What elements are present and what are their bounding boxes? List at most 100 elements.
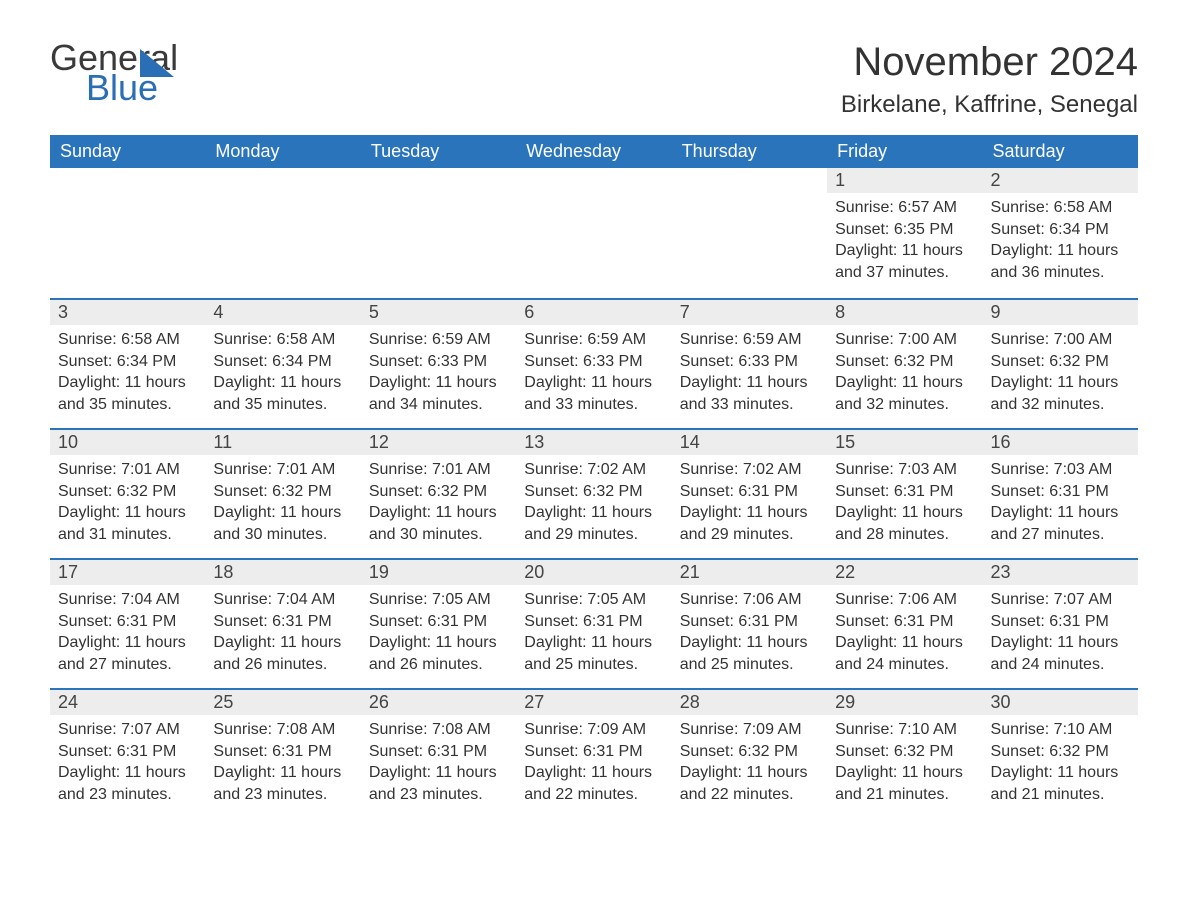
sunset-text: Sunset: 6:31 PM — [991, 481, 1130, 503]
daylight-text: Daylight: 11 hours and 25 minutes. — [524, 632, 663, 675]
sunrise-text: Sunrise: 7:01 AM — [58, 459, 197, 481]
daylight-text: Daylight: 11 hours and 31 minutes. — [58, 502, 197, 545]
sunrise-text: Sunrise: 7:00 AM — [835, 329, 974, 351]
day-number: 9 — [983, 298, 1138, 325]
day-number: 4 — [205, 298, 360, 325]
day-details: Sunrise: 6:58 AMSunset: 6:34 PMDaylight:… — [205, 325, 360, 423]
day-details: Sunrise: 7:02 AMSunset: 6:32 PMDaylight:… — [516, 455, 671, 553]
daylight-text: Daylight: 11 hours and 32 minutes. — [835, 372, 974, 415]
sunrise-text: Sunrise: 7:10 AM — [835, 719, 974, 741]
sunrise-text: Sunrise: 7:03 AM — [991, 459, 1130, 481]
sunset-text: Sunset: 6:31 PM — [213, 741, 352, 763]
calendar-week-row: 17Sunrise: 7:04 AMSunset: 6:31 PMDayligh… — [50, 558, 1138, 688]
sunset-text: Sunset: 6:31 PM — [213, 611, 352, 633]
logo: General Blue — [50, 40, 174, 106]
day-number: 24 — [50, 688, 205, 715]
sunrise-text: Sunrise: 7:06 AM — [680, 589, 819, 611]
daylight-text: Daylight: 11 hours and 26 minutes. — [213, 632, 352, 675]
day-number: 5 — [361, 298, 516, 325]
day-number: 17 — [50, 558, 205, 585]
day-details: Sunrise: 6:58 AMSunset: 6:34 PMDaylight:… — [983, 193, 1138, 291]
sunrise-text: Sunrise: 7:10 AM — [991, 719, 1130, 741]
day-details: Sunrise: 7:00 AMSunset: 6:32 PMDaylight:… — [827, 325, 982, 423]
calendar-day-cell: 4Sunrise: 6:58 AMSunset: 6:34 PMDaylight… — [205, 298, 360, 428]
day-number: 23 — [983, 558, 1138, 585]
sunset-text: Sunset: 6:35 PM — [835, 219, 974, 241]
location-subtitle: Birkelane, Kaffrine, Senegal — [841, 91, 1138, 119]
day-details: Sunrise: 7:02 AMSunset: 6:31 PMDaylight:… — [672, 455, 827, 553]
sunset-text: Sunset: 6:32 PM — [835, 741, 974, 763]
calendar-day-cell: 8Sunrise: 7:00 AMSunset: 6:32 PMDaylight… — [827, 298, 982, 428]
day-number: 30 — [983, 688, 1138, 715]
sunset-text: Sunset: 6:31 PM — [369, 611, 508, 633]
daylight-text: Daylight: 11 hours and 23 minutes. — [58, 762, 197, 805]
day-number: 1 — [827, 168, 982, 193]
sunrise-text: Sunrise: 7:06 AM — [835, 589, 974, 611]
sunrise-text: Sunrise: 6:59 AM — [680, 329, 819, 351]
day-number: 3 — [50, 298, 205, 325]
sunset-text: Sunset: 6:32 PM — [58, 481, 197, 503]
calendar-day-cell: 7Sunrise: 6:59 AMSunset: 6:33 PMDaylight… — [672, 298, 827, 428]
daylight-text: Daylight: 11 hours and 30 minutes. — [213, 502, 352, 545]
day-details: Sunrise: 7:00 AMSunset: 6:32 PMDaylight:… — [983, 325, 1138, 423]
day-details: Sunrise: 7:08 AMSunset: 6:31 PMDaylight:… — [205, 715, 360, 813]
calendar-day-cell: .. — [672, 168, 827, 298]
sunset-text: Sunset: 6:32 PM — [991, 351, 1130, 373]
calendar-day-cell: 6Sunrise: 6:59 AMSunset: 6:33 PMDaylight… — [516, 298, 671, 428]
calendar-day-cell: 14Sunrise: 7:02 AMSunset: 6:31 PMDayligh… — [672, 428, 827, 558]
day-number: 11 — [205, 428, 360, 455]
sunset-text: Sunset: 6:31 PM — [58, 611, 197, 633]
sunset-text: Sunset: 6:34 PM — [213, 351, 352, 373]
calendar-day-cell: .. — [361, 168, 516, 298]
calendar-day-cell: 20Sunrise: 7:05 AMSunset: 6:31 PMDayligh… — [516, 558, 671, 688]
daylight-text: Daylight: 11 hours and 21 minutes. — [835, 762, 974, 805]
day-details: Sunrise: 7:04 AMSunset: 6:31 PMDaylight:… — [205, 585, 360, 683]
sunset-text: Sunset: 6:31 PM — [835, 611, 974, 633]
daylight-text: Daylight: 11 hours and 23 minutes. — [369, 762, 508, 805]
day-details: Sunrise: 7:10 AMSunset: 6:32 PMDaylight:… — [983, 715, 1138, 813]
sunset-text: Sunset: 6:31 PM — [680, 481, 819, 503]
daylight-text: Daylight: 11 hours and 21 minutes. — [991, 762, 1130, 805]
calendar-day-cell: 17Sunrise: 7:04 AMSunset: 6:31 PMDayligh… — [50, 558, 205, 688]
day-details: Sunrise: 6:57 AMSunset: 6:35 PMDaylight:… — [827, 193, 982, 291]
calendar-day-cell: 30Sunrise: 7:10 AMSunset: 6:32 PMDayligh… — [983, 688, 1138, 818]
sunset-text: Sunset: 6:31 PM — [991, 611, 1130, 633]
calendar-day-cell: 27Sunrise: 7:09 AMSunset: 6:31 PMDayligh… — [516, 688, 671, 818]
sunrise-text: Sunrise: 7:08 AM — [369, 719, 508, 741]
day-number: 29 — [827, 688, 982, 715]
day-number: 8 — [827, 298, 982, 325]
calendar-week-row: 10Sunrise: 7:01 AMSunset: 6:32 PMDayligh… — [50, 428, 1138, 558]
daylight-text: Daylight: 11 hours and 25 minutes. — [680, 632, 819, 675]
day-details: Sunrise: 7:05 AMSunset: 6:31 PMDaylight:… — [361, 585, 516, 683]
sunrise-text: Sunrise: 7:02 AM — [524, 459, 663, 481]
daylight-text: Daylight: 11 hours and 27 minutes. — [58, 632, 197, 675]
sunset-text: Sunset: 6:33 PM — [680, 351, 819, 373]
weekday-header: Saturday — [983, 135, 1138, 168]
month-title: November 2024 — [841, 40, 1138, 85]
calendar-day-cell: 10Sunrise: 7:01 AMSunset: 6:32 PMDayligh… — [50, 428, 205, 558]
day-number: 18 — [205, 558, 360, 585]
calendar-day-cell: 11Sunrise: 7:01 AMSunset: 6:32 PMDayligh… — [205, 428, 360, 558]
calendar-day-cell: 16Sunrise: 7:03 AMSunset: 6:31 PMDayligh… — [983, 428, 1138, 558]
day-number: 22 — [827, 558, 982, 585]
day-details: Sunrise: 7:03 AMSunset: 6:31 PMDaylight:… — [827, 455, 982, 553]
calendar-day-cell: 29 Sunrise: 7:10 AMSunset: 6:32 PMDayligh… — [827, 688, 982, 818]
calendar-table: Sunday Monday Tuesday Wednesday Thursday… — [50, 135, 1138, 818]
sunrise-text: Sunrise: 7:01 AM — [213, 459, 352, 481]
calendar-day-cell: .. — [205, 168, 360, 298]
calendar-day-cell: 5Sunrise: 6:59 AMSunset: 6:33 PMDaylight… — [361, 298, 516, 428]
day-number: 19 — [361, 558, 516, 585]
daylight-text: Daylight: 11 hours and 29 minutes. — [680, 502, 819, 545]
daylight-text: Daylight: 11 hours and 36 minutes. — [991, 240, 1130, 283]
calendar-day-cell: .. — [50, 168, 205, 298]
weekday-header: Wednesday — [516, 135, 671, 168]
day-details: Sunrise: 7:06 AMSunset: 6:31 PMDaylight:… — [827, 585, 982, 683]
sunrise-text: Sunrise: 6:59 AM — [369, 329, 508, 351]
daylight-text: Daylight: 11 hours and 34 minutes. — [369, 372, 508, 415]
calendar-day-cell: 23Sunrise: 7:07 AMSunset: 6:31 PMDayligh… — [983, 558, 1138, 688]
sunset-text: Sunset: 6:31 PM — [58, 741, 197, 763]
sunrise-text: Sunrise: 7:04 AM — [213, 589, 352, 611]
day-details: Sunrise: 7:08 AMSunset: 6:31 PMDaylight:… — [361, 715, 516, 813]
calendar-body: ..........1Sunrise: 6:57 AMSunset: 6:35 … — [50, 168, 1138, 818]
sunset-text: Sunset: 6:32 PM — [835, 351, 974, 373]
